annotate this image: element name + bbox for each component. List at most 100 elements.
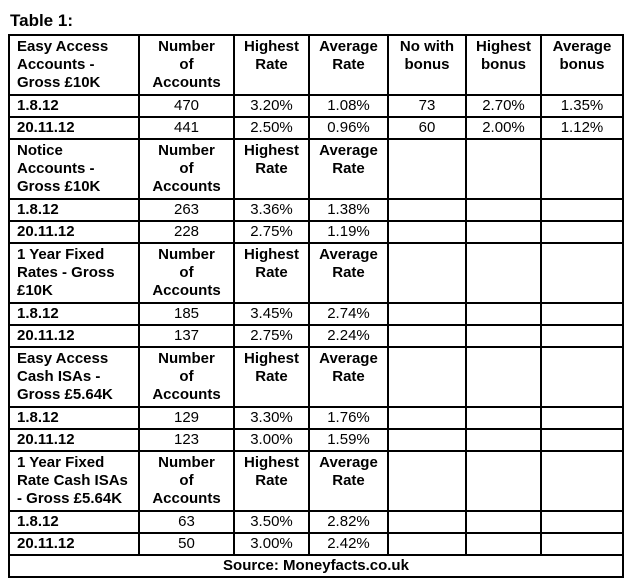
value-cell: 3.50%	[233, 510, 310, 534]
column-header: Average bonus	[540, 34, 624, 96]
table-row: 20.11.12 123 3.00% 1.59%	[8, 428, 624, 452]
value-cell: 1.76%	[308, 406, 389, 430]
empty-value-cell	[540, 510, 624, 534]
empty-value-cell	[387, 510, 467, 534]
section-header-row: Easy Access Accounts - Gross £10K Number …	[8, 34, 624, 96]
column-header: Average Rate	[308, 242, 389, 304]
column-header: No with bonus	[387, 34, 467, 96]
table-row: 1.8.12 63 3.50% 2.82%	[8, 510, 624, 534]
empty-value-cell	[540, 428, 624, 452]
value-cell: 441	[138, 116, 235, 140]
column-header: Average Rate	[308, 450, 389, 512]
value-cell: 1.19%	[308, 220, 389, 244]
rates-table-body: Easy Access Accounts - Gross £10K Number …	[8, 34, 624, 578]
section-header-row: 1 Year Fixed Rate Cash ISAs - Gross £5.6…	[8, 450, 624, 512]
value-cell: 1.12%	[540, 116, 624, 140]
table-row: 1.8.12 470 3.20% 1.08% 73 2.70% 1.35%	[8, 94, 624, 118]
empty-value-cell	[540, 406, 624, 430]
empty-value-cell	[465, 532, 542, 556]
date-cell: 20.11.12	[8, 428, 140, 452]
column-header: Average Rate	[308, 138, 389, 200]
value-cell: 3.30%	[233, 406, 310, 430]
empty-header-cell	[387, 346, 467, 408]
table-row: 20.11.12 137 2.75% 2.24%	[8, 324, 624, 348]
empty-value-cell	[387, 302, 467, 326]
section-header-row: 1 Year Fixed Rates - Gross £10K Number of…	[8, 242, 624, 304]
empty-value-cell	[387, 220, 467, 244]
value-cell: 3.00%	[233, 532, 310, 556]
empty-value-cell	[387, 428, 467, 452]
value-cell: 2.75%	[233, 324, 310, 348]
date-cell: 1.8.12	[8, 94, 140, 118]
column-header: Highest Rate	[233, 242, 310, 304]
value-cell: 2.70%	[465, 94, 542, 118]
value-cell: 228	[138, 220, 235, 244]
value-cell: 3.36%	[233, 198, 310, 222]
column-header: Highest bonus	[465, 34, 542, 96]
empty-value-cell	[387, 532, 467, 556]
column-header: Number of Accounts	[138, 34, 235, 96]
empty-value-cell	[465, 324, 542, 348]
date-cell: 20.11.12	[8, 532, 140, 556]
empty-value-cell	[465, 406, 542, 430]
value-cell: 60	[387, 116, 467, 140]
empty-header-cell	[540, 346, 624, 408]
table-row: 1.8.12 263 3.36% 1.38%	[8, 198, 624, 222]
value-cell: 2.42%	[308, 532, 389, 556]
empty-header-cell	[465, 242, 542, 304]
section-label: 1 Year Fixed Rates - Gross £10K	[8, 242, 140, 304]
column-header: Number of Accounts	[138, 346, 235, 408]
table-row: 20.11.12 50 3.00% 2.42%	[8, 532, 624, 556]
source-row: Source: Moneyfacts.co.uk	[8, 554, 624, 578]
column-header: Highest Rate	[233, 346, 310, 408]
value-cell: 129	[138, 406, 235, 430]
source-label: Source: Moneyfacts.co.uk	[8, 554, 624, 578]
empty-value-cell	[465, 220, 542, 244]
value-cell: 1.38%	[308, 198, 389, 222]
empty-header-cell	[465, 138, 542, 200]
value-cell: 1.59%	[308, 428, 389, 452]
value-cell: 185	[138, 302, 235, 326]
value-cell: 2.82%	[308, 510, 389, 534]
empty-value-cell	[387, 406, 467, 430]
value-cell: 3.00%	[233, 428, 310, 452]
empty-header-cell	[465, 450, 542, 512]
date-cell: 20.11.12	[8, 324, 140, 348]
empty-value-cell	[387, 324, 467, 348]
column-header: Average Rate	[308, 346, 389, 408]
date-cell: 1.8.12	[8, 198, 140, 222]
value-cell: 1.08%	[308, 94, 389, 118]
section-header-row: Notice Accounts - Gross £10K Number of Ac…	[8, 138, 624, 200]
section-header-row: Easy Access Cash ISAs - Gross £5.64K Numb…	[8, 346, 624, 408]
value-cell: 2.74%	[308, 302, 389, 326]
empty-value-cell	[540, 198, 624, 222]
empty-value-cell	[540, 324, 624, 348]
value-cell: 123	[138, 428, 235, 452]
value-cell: 137	[138, 324, 235, 348]
value-cell: 2.50%	[233, 116, 310, 140]
column-header: Highest Rate	[233, 138, 310, 200]
section-label: 1 Year Fixed Rate Cash ISAs - Gross £5.6…	[8, 450, 140, 512]
value-cell: 0.96%	[308, 116, 389, 140]
empty-value-cell	[540, 532, 624, 556]
date-cell: 1.8.12	[8, 302, 140, 326]
column-header: Highest Rate	[233, 34, 310, 96]
value-cell: 3.45%	[233, 302, 310, 326]
section-label: Notice Accounts - Gross £10K	[8, 138, 140, 200]
value-cell: 50	[138, 532, 235, 556]
empty-header-cell	[387, 450, 467, 512]
empty-value-cell	[465, 428, 542, 452]
page-title: Table 1:	[10, 11, 73, 30]
date-cell: 20.11.12	[8, 220, 140, 244]
column-header: Number of Accounts	[138, 138, 235, 200]
value-cell: 470	[138, 94, 235, 118]
column-header: Number of Accounts	[138, 450, 235, 512]
table-row: 20.11.12 441 2.50% 0.96% 60 2.00% 1.12%	[8, 116, 624, 140]
column-header: Highest Rate	[233, 450, 310, 512]
date-cell: 20.11.12	[8, 116, 140, 140]
empty-header-cell	[387, 138, 467, 200]
date-cell: 1.8.12	[8, 510, 140, 534]
value-cell: 2.75%	[233, 220, 310, 244]
value-cell: 63	[138, 510, 235, 534]
